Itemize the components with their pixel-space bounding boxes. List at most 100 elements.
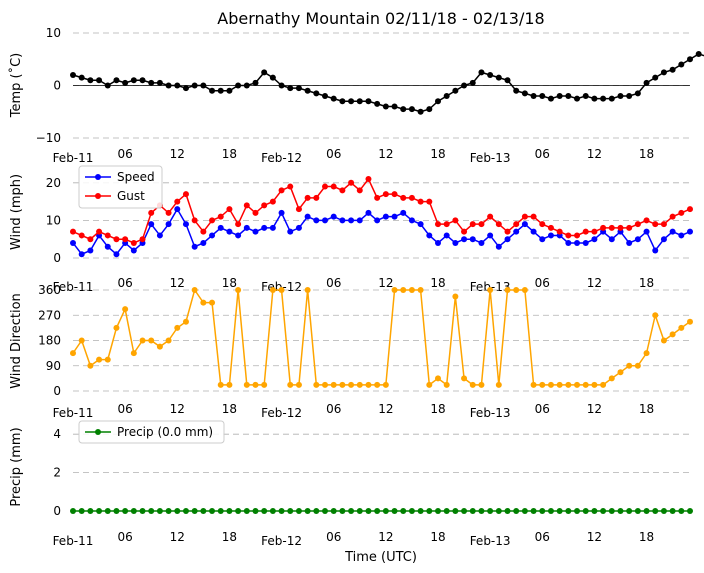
data-point-wind-1 bbox=[478, 221, 485, 228]
data-point-dir-0 bbox=[356, 381, 363, 388]
data-point-precip-0 bbox=[252, 508, 259, 514]
data-point-wind-0 bbox=[252, 228, 259, 235]
data-point-temp-0 bbox=[513, 87, 520, 94]
y-axis-label-dir: Wind Direction bbox=[9, 293, 24, 389]
data-point-dir-0 bbox=[400, 287, 407, 293]
data-point-temp-0 bbox=[426, 106, 433, 113]
x-tick-label-dir: 06 bbox=[118, 402, 133, 416]
x-tick-label-temp: Feb-12 bbox=[261, 151, 302, 165]
data-point-dir-0 bbox=[547, 381, 554, 388]
data-point-precip-0 bbox=[304, 508, 311, 514]
data-point-temp-0 bbox=[165, 82, 172, 89]
data-point-temp-0 bbox=[469, 79, 476, 86]
data-point-precip-0 bbox=[330, 508, 337, 514]
data-point-temp-0 bbox=[687, 56, 693, 63]
data-point-dir-0 bbox=[374, 381, 381, 388]
x-tick-label-precip: 18 bbox=[222, 530, 237, 544]
data-point-wind-0 bbox=[269, 224, 276, 231]
data-point-temp-0 bbox=[313, 90, 320, 97]
data-point-wind-1 bbox=[235, 221, 242, 228]
data-point-dir-0 bbox=[348, 381, 355, 388]
data-point-wind-1 bbox=[269, 198, 276, 205]
data-point-wind-1 bbox=[521, 213, 528, 220]
data-point-wind-1 bbox=[556, 228, 563, 235]
x-tick-label-precip: 12 bbox=[587, 530, 602, 544]
data-point-dir-0 bbox=[156, 343, 163, 350]
data-point-wind-1 bbox=[687, 206, 693, 213]
data-point-precip-0 bbox=[261, 508, 268, 514]
data-point-dir-0 bbox=[426, 381, 433, 388]
data-point-dir-0 bbox=[530, 381, 537, 388]
y-tick-label-dir: 90 bbox=[46, 359, 61, 373]
data-point-precip-0 bbox=[582, 508, 589, 514]
x-tick-label-precip: 12 bbox=[170, 530, 185, 544]
y-tick-label-wind: 10 bbox=[46, 213, 61, 227]
data-point-dir-0 bbox=[634, 362, 641, 369]
data-point-precip-0 bbox=[209, 508, 216, 514]
data-point-wind-0 bbox=[461, 236, 468, 243]
data-point-wind-1 bbox=[104, 232, 111, 239]
data-point-dir-0 bbox=[539, 381, 546, 388]
data-point-wind-1 bbox=[226, 206, 233, 213]
x-tick-label-wind: 18 bbox=[639, 276, 654, 290]
x-tick-label-dir: 06 bbox=[535, 402, 550, 416]
y-axis-label-precip: Precip (mm) bbox=[9, 427, 24, 506]
y-tick-label-dir: 270 bbox=[38, 308, 61, 322]
data-point-temp-0 bbox=[191, 82, 198, 89]
data-point-wind-1 bbox=[487, 213, 494, 220]
data-point-wind-0 bbox=[426, 232, 433, 239]
data-point-wind-0 bbox=[513, 228, 520, 235]
y-tick-label-precip: 4 bbox=[53, 427, 61, 441]
data-point-dir-0 bbox=[643, 350, 650, 357]
data-point-wind-0 bbox=[678, 232, 685, 239]
data-point-temp-0 bbox=[382, 103, 389, 110]
data-point-temp-0 bbox=[617, 93, 624, 99]
data-point-wind-0 bbox=[226, 228, 233, 235]
data-point-temp-0 bbox=[487, 72, 494, 78]
data-point-wind-1 bbox=[322, 183, 329, 190]
data-point-precip-0 bbox=[556, 508, 563, 514]
data-point-wind-0 bbox=[191, 243, 198, 250]
data-point-wind-0 bbox=[322, 217, 329, 224]
x-tick-label-temp: 12 bbox=[170, 147, 185, 161]
data-point-wind-1 bbox=[600, 224, 607, 231]
data-point-wind-0 bbox=[209, 232, 216, 239]
data-point-temp-0 bbox=[652, 74, 659, 81]
data-point-wind-1 bbox=[96, 228, 103, 235]
data-point-precip-0 bbox=[139, 508, 146, 514]
data-point-temp-0 bbox=[504, 77, 511, 84]
series-line-dir-0 bbox=[72, 288, 691, 387]
data-point-precip-0 bbox=[374, 508, 381, 514]
data-point-dir-0 bbox=[434, 375, 441, 382]
data-point-temp-0 bbox=[417, 108, 424, 115]
data-point-precip-0 bbox=[417, 508, 424, 514]
x-tick-label-precip: 18 bbox=[639, 530, 654, 544]
data-point-wind-1 bbox=[608, 224, 615, 231]
data-point-temp-0 bbox=[547, 95, 554, 102]
data-point-wind-1 bbox=[513, 221, 520, 228]
data-point-temp-0 bbox=[626, 93, 633, 99]
data-point-temp-0 bbox=[200, 82, 207, 89]
data-point-dir-0 bbox=[582, 381, 589, 388]
data-point-wind-0 bbox=[87, 247, 94, 254]
data-point-wind-1 bbox=[591, 228, 598, 235]
data-point-precip-0 bbox=[547, 508, 554, 514]
data-point-dir-0 bbox=[200, 299, 207, 306]
data-point-precip-0 bbox=[130, 508, 137, 514]
data-point-temp-0 bbox=[104, 82, 111, 89]
x-tick-label-precip: 18 bbox=[430, 530, 445, 544]
data-point-precip-0 bbox=[122, 508, 129, 514]
data-point-wind-1 bbox=[87, 236, 94, 243]
data-point-precip-0 bbox=[513, 508, 520, 514]
data-point-wind-1 bbox=[139, 236, 146, 243]
data-point-wind-0 bbox=[582, 239, 589, 246]
data-point-temp-0 bbox=[348, 98, 355, 105]
data-point-wind-1 bbox=[574, 232, 581, 239]
series-line-wind-0 bbox=[72, 207, 691, 256]
data-point-dir-0 bbox=[591, 381, 598, 388]
data-point-precip-0 bbox=[617, 508, 624, 514]
data-point-wind-0 bbox=[278, 209, 285, 216]
data-point-wind-1 bbox=[182, 191, 189, 198]
data-point-precip-0 bbox=[687, 508, 693, 514]
data-point-wind-1 bbox=[565, 232, 572, 239]
